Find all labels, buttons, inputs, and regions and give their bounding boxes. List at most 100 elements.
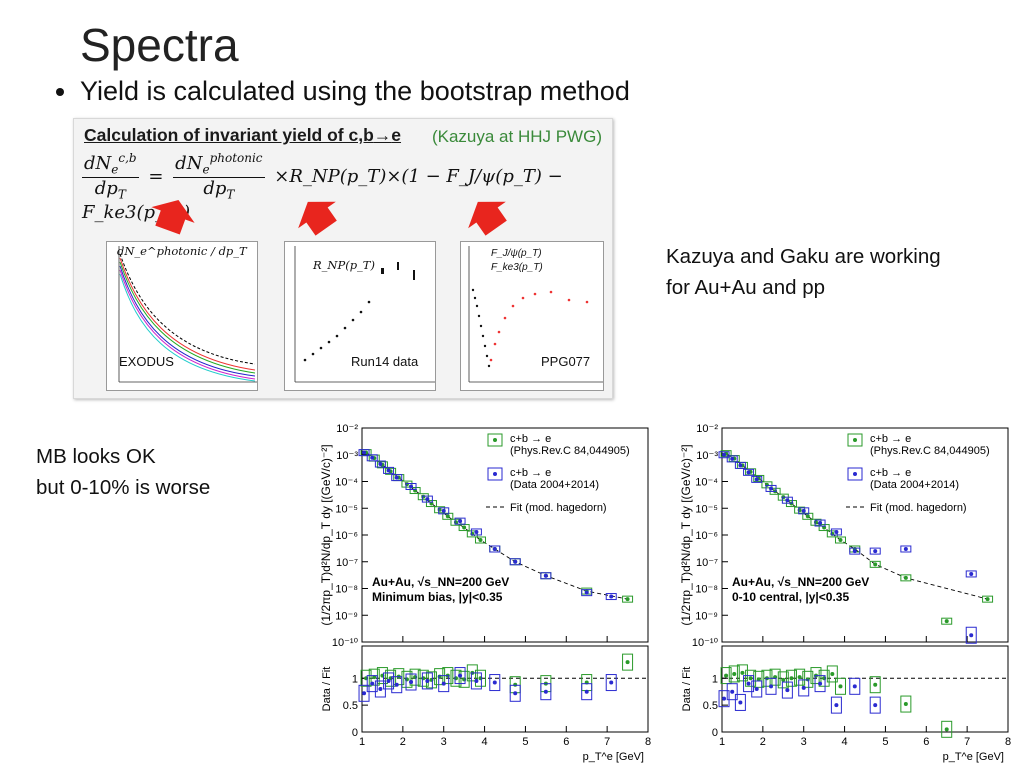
legend-green-dot — [493, 438, 497, 442]
data-point — [985, 597, 990, 602]
data-point — [834, 529, 839, 534]
y-tick-label: 10⁻⁵ — [695, 503, 718, 515]
data-point — [730, 456, 735, 461]
left-note-line-2: but 0-10% is worse — [36, 476, 211, 499]
data-box — [745, 468, 757, 476]
ratio-point — [830, 671, 835, 676]
data-point — [425, 497, 430, 502]
exodus-curves — [118, 246, 257, 383]
data-box — [743, 468, 755, 476]
data-point — [445, 514, 450, 519]
data-box — [358, 449, 370, 457]
legend-label: (Data 2004+2014) — [870, 479, 959, 491]
ratio-point — [738, 700, 743, 705]
data-box — [438, 507, 450, 515]
data-point — [513, 559, 518, 564]
ratio-point — [425, 678, 430, 683]
ratio-point — [386, 678, 391, 683]
data-point — [822, 525, 827, 530]
ratio-point — [746, 681, 751, 686]
spectrum-plot-central: 10⁻² 10⁻³ 10⁻⁴ 10⁻⁵ 10⁻⁶ 10⁻⁷ 10⁻⁸ 10⁻⁹ 10⁻¹⁰ 1 2 3… — [679, 423, 1011, 763]
ratio-box — [869, 696, 881, 714]
data-box — [798, 507, 810, 515]
data-box — [830, 528, 842, 536]
data-box — [391, 474, 403, 482]
data-box — [753, 474, 765, 482]
bullet-point: Yield is calculated using the bootstrap … — [56, 76, 630, 107]
ratio-box — [438, 675, 450, 693]
data-point — [852, 549, 857, 554]
ratio-box — [421, 672, 433, 690]
ratio-point — [730, 689, 735, 694]
main-panel-frame — [361, 427, 649, 643]
data-box — [826, 530, 838, 538]
y-tick-label: 10⁻⁶ — [335, 530, 358, 542]
x-axis-label: p_T^e [GeV] — [943, 751, 1004, 763]
legend-label: c+b → e — [870, 433, 911, 445]
data-box — [718, 451, 730, 459]
ratio-panel-frame — [721, 645, 1009, 733]
ratio-box — [830, 696, 842, 714]
legend-blue-dot — [493, 472, 497, 476]
data-point — [441, 508, 446, 513]
ratio-point — [789, 676, 794, 681]
ratio-point — [852, 684, 857, 689]
legend-label: c+b → e — [510, 433, 551, 445]
data-box — [405, 483, 417, 491]
data-point — [625, 597, 630, 602]
data-box — [421, 495, 433, 503]
data-point — [754, 477, 759, 482]
y-tick-label: 10⁻² — [696, 423, 718, 435]
y-tick-label: 10⁻⁹ — [695, 610, 718, 622]
ratio-point — [754, 687, 759, 691]
ratio-point — [722, 696, 727, 701]
ratio-box — [474, 669, 486, 687]
ratio-box — [450, 669, 462, 687]
ratio-box — [581, 683, 593, 701]
ratio-point — [543, 689, 548, 694]
ratio-point — [903, 702, 908, 707]
ratio-box — [366, 675, 378, 693]
legend-blue-box — [487, 467, 503, 481]
data-box — [965, 570, 977, 578]
ratio-box — [489, 674, 501, 692]
ratio-box — [765, 677, 777, 695]
legend-label: Fit (mod. hagedorn) — [870, 502, 967, 514]
ratio-point — [513, 682, 518, 687]
ratio-point — [740, 670, 745, 675]
data-box — [383, 466, 395, 474]
ratio-point — [492, 680, 497, 685]
ratio-box — [849, 677, 861, 695]
data-point — [370, 455, 375, 460]
data-box — [409, 487, 421, 495]
data-box — [869, 560, 881, 568]
ratio-box — [743, 675, 755, 693]
data-box — [605, 593, 617, 601]
spectrum-plot-minimum-bias: 10⁻² 10⁻³ 10⁻⁴ 10⁻⁵ 10⁻⁶ 10⁻⁷ 10⁻⁸ 10⁻⁹ 10⁻¹⁰ 1 2 3… — [319, 423, 651, 763]
ratio-box — [540, 683, 552, 701]
left-note-line-1: MB looks OK — [36, 445, 156, 468]
y-tick-label: 10⁻⁷ — [696, 557, 718, 569]
ratio-point — [748, 676, 753, 681]
data-box — [761, 481, 773, 489]
y-tick-label: 10⁻⁸ — [335, 584, 358, 596]
ratio-box — [818, 669, 830, 687]
run14-points — [294, 246, 435, 383]
data-point — [543, 573, 548, 578]
ratio-box — [781, 681, 793, 699]
ratio-y-tick-label: 0 — [712, 727, 718, 739]
legend-label: (Phys.Rev.C 84,044905) — [870, 445, 990, 457]
y-tick-label: 10⁻² — [336, 423, 358, 435]
slide-title: Spectra — [80, 19, 239, 71]
legend-label: c+b → e — [510, 467, 551, 479]
data-point — [873, 562, 878, 567]
legend-label: (Data 2004+2014) — [510, 479, 599, 491]
ratio-box — [777, 671, 789, 689]
ppg077-legend-1: F_J/ψ(p_T) — [491, 248, 542, 259]
ratio-box — [405, 673, 417, 691]
x-tick-label: 5 — [882, 736, 888, 748]
ratio-box — [454, 667, 466, 685]
data-box — [581, 589, 593, 597]
data-point — [785, 498, 790, 503]
y-tick-label: 10⁻⁶ — [695, 530, 718, 542]
